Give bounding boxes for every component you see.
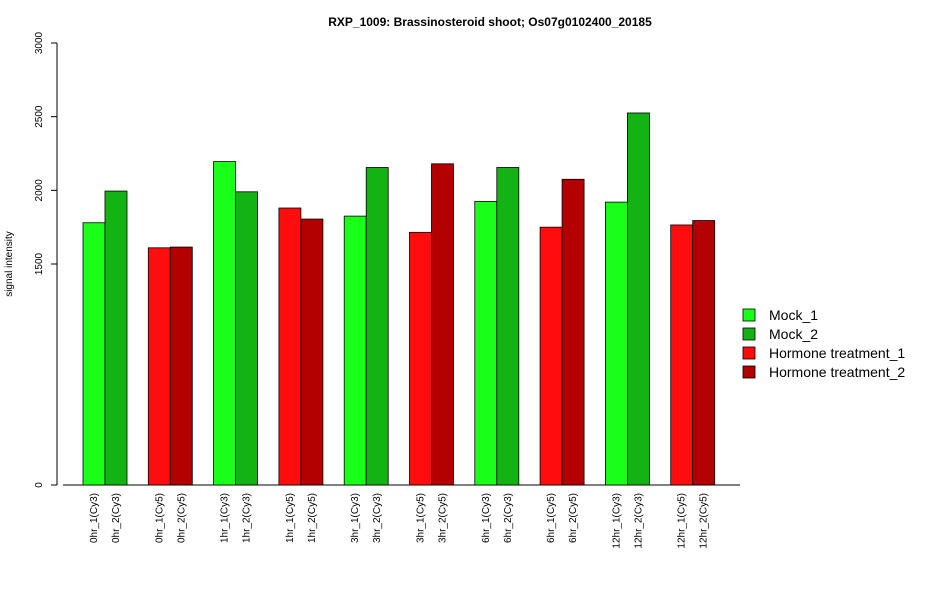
x-tick-label: 1hr_2(Cy5) xyxy=(307,493,318,543)
x-tick-label: 3hr_1(Cy3) xyxy=(350,493,361,543)
x-tick-label: 12hr_1(Cy5) xyxy=(677,493,688,549)
bar xyxy=(213,161,237,486)
x-tick-label: 3hr_1(Cy5) xyxy=(416,493,427,543)
y-tick-label: 2500 xyxy=(34,105,45,128)
x-tick-label: 0hr_2(Cy3) xyxy=(111,493,122,543)
y-tick-label: 0 xyxy=(34,482,45,488)
bar xyxy=(539,226,563,486)
x-tick-label: 6hr_2(Cy3) xyxy=(503,493,514,543)
x-tick-label: 1hr_2(Cy3) xyxy=(242,493,253,543)
bar xyxy=(692,220,716,486)
legend-swatch xyxy=(742,308,756,322)
x-tick-labels: 0hr_1(Cy3) 0hr_2(Cy3) 0hr_1(Cy5) 0hr_2(Cy5)… xyxy=(89,493,710,549)
x-tick-label: 0hr_1(Cy3) xyxy=(89,493,100,543)
legend-label: Mock_2 xyxy=(769,326,818,342)
x-tick-label: 1hr_1(Cy5) xyxy=(285,493,296,543)
bar xyxy=(409,231,432,486)
bar xyxy=(235,191,259,486)
bar xyxy=(169,246,193,486)
x-tick-label: 6hr_2(Cy5) xyxy=(568,493,579,543)
bar xyxy=(627,112,650,486)
x-tick-label: 3hr_2(Cy3) xyxy=(372,493,383,543)
bar xyxy=(561,178,585,486)
legend-label: Mock_1 xyxy=(769,307,818,323)
bar xyxy=(605,201,628,486)
legend-swatch xyxy=(742,365,756,379)
x-tick-label: 12hr_1(Cy3) xyxy=(611,493,622,549)
bar xyxy=(365,167,389,486)
x-tick-label: 12hr_2(Cy3) xyxy=(633,493,644,549)
y-axis: 0 1500 2000 2500 3000 xyxy=(34,31,58,488)
x-tick-label: 6hr_1(Cy5) xyxy=(546,493,557,543)
legend-swatch xyxy=(742,346,756,360)
y-tick-label: 1500 xyxy=(34,252,45,275)
y-axis-label: signal intensity xyxy=(4,231,15,297)
bar xyxy=(343,215,367,486)
legend-swatch xyxy=(742,327,756,341)
legend-label: Hormone treatment_1 xyxy=(769,345,905,361)
legend: Mock_1 Mock_2 Hormone treatment_1 Hormone t… xyxy=(742,307,905,380)
x-tick-label: 0hr_2(Cy5) xyxy=(176,493,187,543)
bar xyxy=(300,218,324,486)
x-tick-label: 6hr_1(Cy3) xyxy=(481,493,492,543)
x-tick-label: 12hr_2(Cy5) xyxy=(699,493,710,549)
bar xyxy=(496,167,520,486)
bar xyxy=(474,200,498,486)
bars-group xyxy=(82,112,716,486)
y-tick-label: 2000 xyxy=(34,179,45,202)
bar xyxy=(431,163,454,486)
bar xyxy=(670,224,694,486)
x-tick-label: 1hr_1(Cy3) xyxy=(220,493,231,543)
y-tick-label: 3000 xyxy=(34,31,45,54)
bar xyxy=(278,207,302,486)
bar xyxy=(82,222,106,486)
bar xyxy=(104,190,128,486)
chart-title: RXP_1009: Brassinosteroid shoot; Os07g01… xyxy=(328,15,652,29)
bar xyxy=(147,247,171,486)
x-tick-label: 0hr_1(Cy5) xyxy=(154,493,165,543)
legend-label: Hormone treatment_2 xyxy=(769,364,905,380)
x-tick-label: 3hr_2(Cy5) xyxy=(438,493,449,543)
